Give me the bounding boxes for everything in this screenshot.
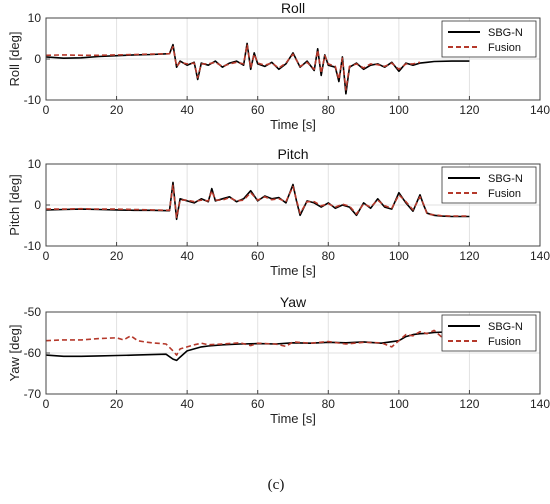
y-tick-label: -50 (24, 305, 42, 319)
fusion-series-line (46, 329, 470, 356)
x-tick-label: 140 (530, 249, 550, 263)
x-tick-label: 0 (43, 103, 50, 117)
yaw-panel: 0 20 40 60 80 100 120 140 -50 -60 -70 Yaw Time [s] Ya… (7, 294, 550, 426)
x-tick-label: 20 (110, 397, 124, 411)
y-tick-label: 10 (28, 11, 42, 25)
legend-label: SBG-N (488, 173, 523, 185)
x-tick-label: 60 (251, 397, 265, 411)
legend-label: Fusion (488, 336, 521, 348)
x-axis-label: Time [s] (270, 117, 316, 132)
y-tick-label: 0 (34, 52, 41, 66)
legend: SBG-N Fusion (441, 20, 537, 58)
x-tick-label: 80 (322, 397, 336, 411)
x-tick-label: 0 (43, 249, 50, 263)
x-tick-label: 100 (389, 397, 409, 411)
x-axis-label: Time [s] (270, 411, 316, 426)
legend-label: Fusion (488, 42, 521, 54)
x-tick-label: 80 (322, 103, 336, 117)
x-tick-label: 0 (43, 397, 50, 411)
x-tick-label: 40 (180, 103, 194, 117)
y-axis-label: Roll [deg] (7, 32, 22, 87)
y-tick-label: -10 (24, 93, 42, 107)
legend-box (441, 166, 537, 204)
chart-title: Roll (281, 0, 305, 16)
x-tick-label: 120 (459, 103, 479, 117)
x-tick-label: 120 (459, 249, 479, 263)
x-tick-label: 100 (389, 249, 409, 263)
x-axis-label: Time [s] (270, 263, 316, 278)
legend-box (441, 20, 537, 58)
x-tick-label: 120 (459, 397, 479, 411)
legend: SBG-N Fusion (441, 166, 537, 204)
x-tick-label: 20 (110, 103, 124, 117)
legend: SBG-N Fusion (441, 314, 537, 352)
y-axis-label: Pitch [deg] (7, 174, 22, 235)
legend-label: SBG-N (488, 321, 523, 333)
x-tick-label: 40 (180, 249, 194, 263)
y-tick-label: 10 (28, 157, 42, 171)
fusion-series-line (46, 184, 470, 219)
fusion-series-line (46, 43, 421, 91)
figure-caption: (c) (268, 477, 285, 493)
x-tick-label: 100 (389, 103, 409, 117)
legend-label: SBG-N (488, 27, 523, 39)
x-tick-label: 60 (251, 103, 265, 117)
y-tick-label: -10 (24, 239, 42, 253)
y-axis-label: Yaw [deg] (7, 325, 22, 382)
x-tick-label: 20 (110, 249, 124, 263)
y-tick-label: -70 (24, 387, 42, 401)
y-tick-label: -60 (24, 346, 42, 360)
x-tick-label: 140 (530, 103, 550, 117)
chart-title: Yaw (280, 294, 307, 310)
x-tick-label: 40 (180, 397, 194, 411)
chart-title: Pitch (277, 146, 308, 162)
legend-label: Fusion (488, 188, 521, 200)
y-tick-label: 0 (34, 198, 41, 212)
legend-box (441, 314, 537, 352)
x-tick-label: 140 (530, 397, 550, 411)
x-tick-label: 60 (251, 249, 265, 263)
x-tick-label: 80 (322, 249, 336, 263)
